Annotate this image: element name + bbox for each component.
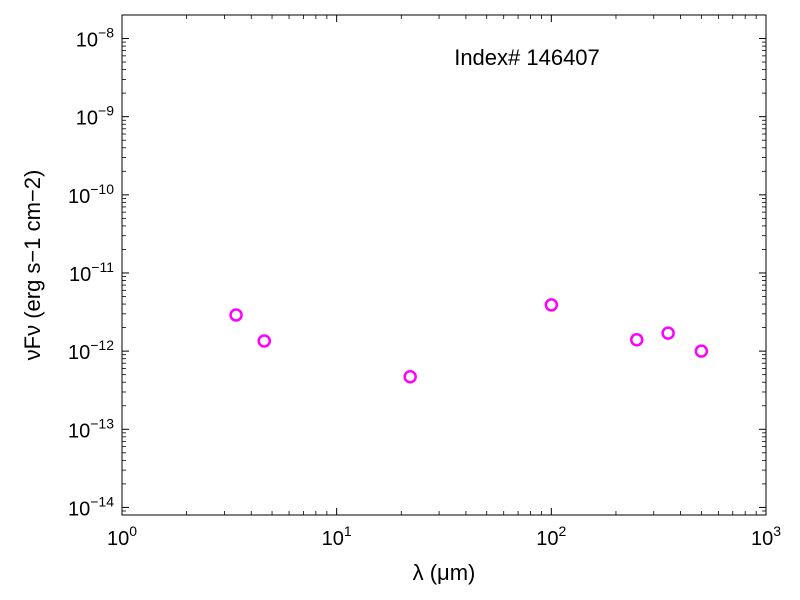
x-tick-label: 103 xyxy=(751,523,781,550)
data-point xyxy=(229,308,243,322)
x-tick-label: 102 xyxy=(536,523,566,550)
minor-ticks xyxy=(122,14,766,516)
y-tick-label: 10−11 xyxy=(69,259,114,286)
y-tick-label: 10−9 xyxy=(76,103,114,130)
annotation-label: Index# 146407 xyxy=(454,45,600,70)
x-axis-label: λ (μm) xyxy=(413,560,476,585)
x-tick-label: 101 xyxy=(322,523,352,550)
y-tick-label: 10−8 xyxy=(76,25,114,52)
y-axis-label: νFν (erg s−1 cm−2) xyxy=(20,170,45,361)
data-point xyxy=(257,334,272,348)
major-ticks: 100 101 102 103 10−14 10−13 10−12 10−11 10−10 10−… xyxy=(68,15,781,550)
x-axis-title: λ (μm) xyxy=(413,560,476,585)
plot-area xyxy=(121,14,767,516)
data-point xyxy=(544,298,559,312)
y-tick-label: 10−14 xyxy=(68,493,114,520)
y-tick-label: 10−13 xyxy=(68,415,114,442)
y-tick-label: 10−12 xyxy=(68,337,114,364)
data-point xyxy=(403,370,417,384)
y-axis-title: νFν (erg s−1 cm−2) xyxy=(20,170,45,361)
data-point xyxy=(694,344,709,358)
data-point xyxy=(630,332,644,347)
data-point xyxy=(661,326,675,340)
data-points xyxy=(229,298,709,384)
x-tick-label: 100 xyxy=(107,523,137,550)
y-tick-label: 10−10 xyxy=(68,181,114,208)
